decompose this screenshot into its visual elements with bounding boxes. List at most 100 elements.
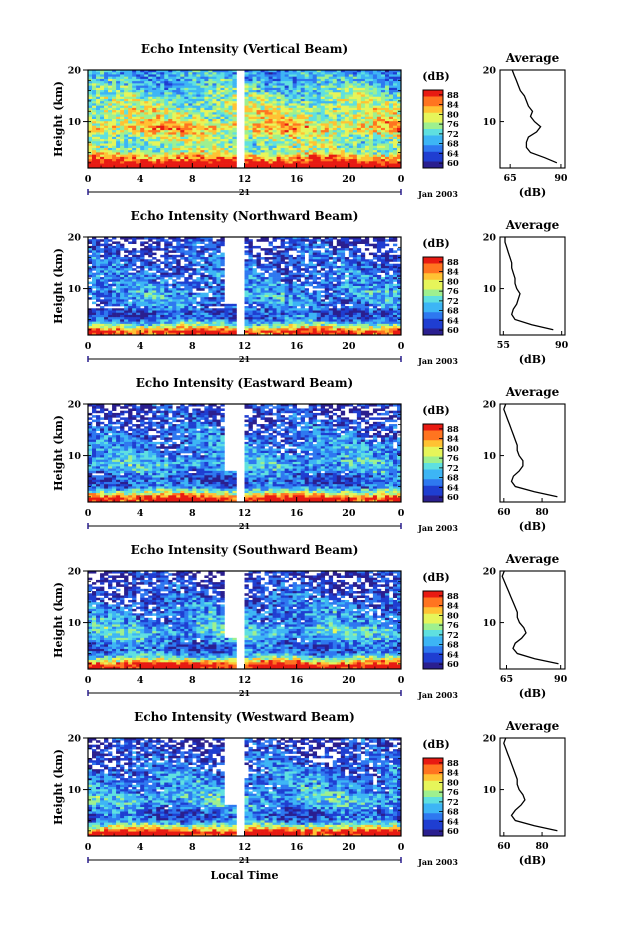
heatmap-cell (216, 163, 221, 167)
heatmap-cell (172, 279, 177, 282)
heatmap-cell (316, 121, 322, 124)
heatmap-cell (328, 87, 334, 91)
heatmap-cell (140, 87, 145, 91)
heatmap-cell (300, 243, 305, 247)
heatmap-cell (292, 150, 297, 153)
heatmap-cell (364, 125, 370, 129)
heatmap-cell (244, 268, 249, 271)
heatmap-cell (196, 277, 201, 280)
heatmap-cell (200, 279, 205, 282)
heatmap-cell (216, 274, 221, 278)
heatmap-cell (356, 248, 362, 251)
heatmap-cell (112, 130, 117, 133)
heatmap-cell (352, 248, 358, 251)
heatmap-cell (128, 252, 133, 256)
heatmap-cell (252, 74, 257, 77)
heatmap-cell (324, 107, 330, 111)
heatmap-cell (208, 125, 213, 129)
heatmap-cell (112, 123, 117, 126)
heatmap-cell (336, 277, 342, 280)
heatmap-cell (264, 268, 269, 271)
heatmap-cell (300, 74, 305, 77)
heatmap-cell (340, 261, 346, 265)
heatmap-cell (96, 268, 101, 271)
heatmap-cell (320, 283, 326, 287)
heatmap-cell (308, 161, 314, 164)
heatmap-cell (128, 279, 133, 282)
heatmap-cell (108, 250, 113, 253)
heatmap-cell (168, 72, 173, 75)
heatmap-cell (168, 94, 173, 98)
heatmap-cell (216, 145, 221, 149)
heatmap-cell (220, 243, 225, 247)
heatmap-cell (200, 139, 205, 142)
heatmap-cell (200, 263, 205, 267)
heatmap-cell (332, 96, 338, 100)
heatmap-cell (392, 283, 398, 287)
heatmap-cell (204, 74, 209, 77)
heatmap-cell (136, 70, 141, 73)
heatmap-cell (132, 241, 137, 244)
heatmap-cell (368, 123, 374, 126)
heatmap-cell (372, 270, 378, 273)
heatmap-cell (132, 250, 137, 253)
heatmap-cell (148, 248, 153, 251)
heatmap-cell (196, 152, 201, 155)
heatmap-cell (248, 103, 253, 106)
heatmap-cell (392, 87, 398, 91)
heatmap-cell (160, 112, 165, 115)
heatmap-cell (344, 70, 350, 73)
heatmap-cell (308, 127, 314, 131)
heatmap-cell (376, 96, 382, 100)
heatmap-cell (280, 286, 285, 289)
heatmap-cell (140, 141, 145, 144)
heatmap-cell (220, 96, 225, 100)
heatmap-cell (280, 239, 285, 242)
heatmap-cell (328, 94, 334, 98)
heatmap-cell (100, 116, 105, 120)
heatmap-cell (184, 125, 189, 129)
heatmap-cell (336, 243, 342, 247)
heatmap-cell (264, 130, 269, 133)
heatmap-cell (200, 85, 205, 89)
heatmap-cell (172, 259, 177, 262)
heatmap-cell (340, 134, 346, 138)
heatmap-cell (180, 72, 185, 75)
heatmap-cell (256, 290, 261, 293)
heatmap-cell (344, 283, 350, 287)
heatmap-cell (312, 112, 318, 115)
heatmap-cell (336, 254, 342, 258)
heatmap-cell (372, 145, 378, 149)
heatmap-cell (144, 150, 149, 153)
heatmap-cell (204, 152, 209, 155)
heatmap-cell (280, 74, 285, 77)
heatmap-cell (280, 288, 285, 291)
heatmap-cell (304, 92, 309, 95)
heatmap-cell (364, 248, 370, 251)
heatmap-cell (124, 250, 129, 253)
heatmap-cell (180, 252, 185, 256)
heatmap-cell (344, 130, 350, 133)
heatmap-cell (256, 239, 261, 242)
heatmap-cell (324, 283, 330, 287)
heatmap-cell (220, 90, 225, 93)
heatmap-cell (200, 70, 205, 73)
heatmap-cell (316, 112, 322, 115)
heatmap-cell (248, 130, 253, 133)
heatmap-cell (208, 110, 213, 113)
heatmap-cell (120, 243, 125, 247)
heatmap-cell (120, 125, 125, 129)
heatmap-cell (396, 130, 402, 133)
heatmap-cell (152, 132, 157, 135)
heatmap-cell (160, 130, 165, 133)
heatmap-cell (296, 110, 301, 113)
heatmap-cell (112, 105, 117, 109)
heatmap-cell (180, 283, 185, 287)
heatmap-cell (212, 281, 217, 285)
heatmap-cell (196, 145, 201, 149)
heatmap-cell (196, 241, 201, 244)
heatmap-cell (104, 143, 109, 147)
heatmap-cell (304, 245, 309, 249)
heatmap-cell (280, 152, 285, 155)
heatmap-cell (144, 252, 149, 256)
